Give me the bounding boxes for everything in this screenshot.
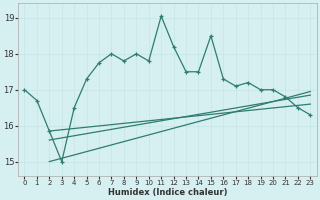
X-axis label: Humidex (Indice chaleur): Humidex (Indice chaleur) [108, 188, 227, 197]
